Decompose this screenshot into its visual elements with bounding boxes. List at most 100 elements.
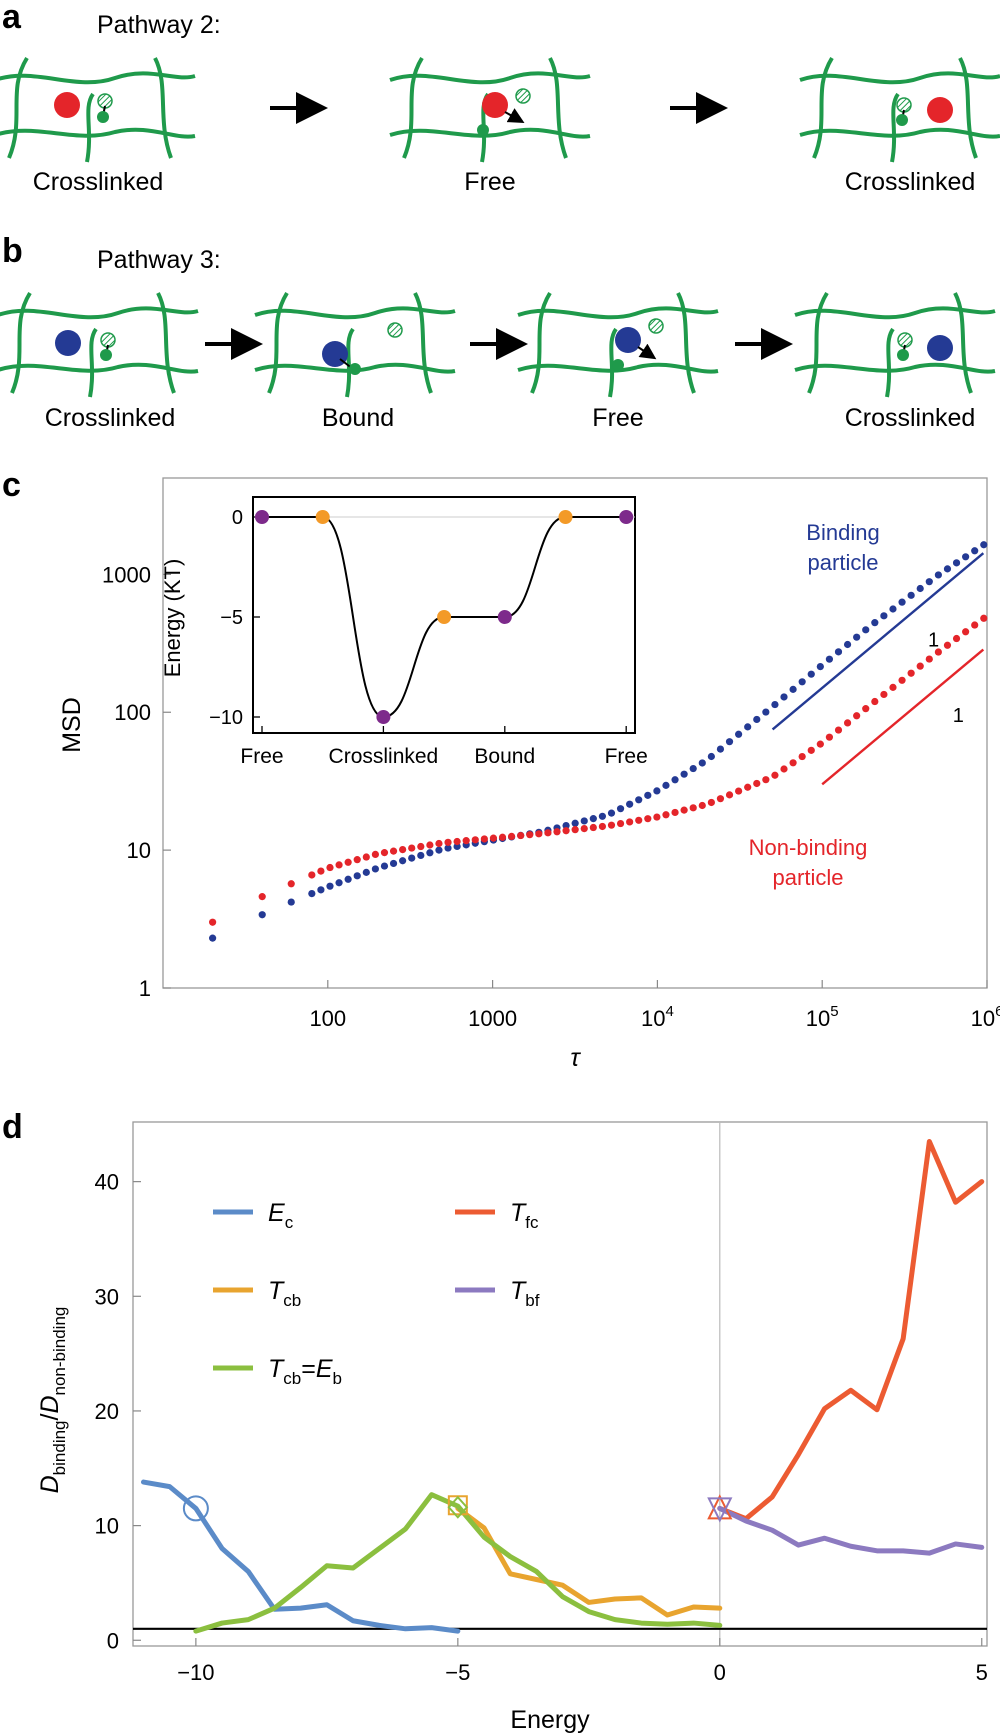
nonbinding-point [889, 683, 897, 691]
y-tick-label: 10 [95, 1514, 119, 1539]
crosslinker-icon [100, 349, 112, 361]
nonbinding-point [353, 856, 361, 864]
hatched-site-icon [97, 93, 113, 109]
nonbinding-point [853, 712, 861, 720]
pathway3-state-1-diagram [0, 291, 200, 399]
nonbinding-point [308, 871, 316, 879]
binding-point [943, 565, 952, 573]
binding-point [399, 857, 407, 865]
nonbinding-point [771, 771, 779, 779]
binding-point [626, 800, 634, 808]
hatched-site-icon [897, 332, 913, 348]
y-tick-label: 1000 [102, 562, 151, 587]
particle-icon [482, 92, 508, 118]
panel-label-a: a [2, 0, 22, 36]
nonbinding-point [507, 832, 516, 841]
pathway3-state-2-diagram [253, 291, 457, 399]
y-tick-label: 1 [139, 976, 151, 1001]
purple-state-point [619, 510, 634, 524]
binding-point [435, 846, 443, 854]
nonbinding-point [653, 813, 661, 821]
purple-state-point [376, 710, 391, 724]
hatched-site-icon [648, 318, 664, 334]
binding-point [916, 584, 924, 593]
nonbinding-point [707, 798, 715, 807]
nonbinding-point [862, 705, 870, 713]
ratio-plot-frame [132, 1121, 988, 1647]
nonbinding-point [780, 765, 788, 773]
purple-state-point [497, 610, 512, 624]
inset-x-tick-label: Crosslinked [329, 745, 439, 768]
pathway2-state-2-label: Free [464, 168, 515, 196]
binding-point [209, 934, 217, 942]
binding-point [971, 547, 979, 555]
triangle-down-marker [707, 1497, 733, 1523]
slope-label: 1 [928, 629, 939, 651]
pathway3-title: Pathway 3: [97, 246, 221, 274]
energy-curve [262, 516, 627, 719]
binding-point [671, 776, 679, 784]
crosslinker-icon [897, 349, 909, 361]
nonbinding-point [408, 844, 416, 852]
nonbinding-point [843, 719, 852, 727]
binding-point [562, 822, 570, 830]
particle-icon [54, 92, 80, 118]
inset-x-tick-label: Free [605, 745, 648, 768]
panel-label-d: d [2, 1108, 23, 1146]
hatched-site-icon [515, 88, 531, 104]
nonbinding-point [380, 849, 389, 857]
nonbinding-point [925, 655, 933, 663]
nonbinding-point [834, 726, 843, 734]
x-tick-label: 106 [971, 1003, 1000, 1031]
binding-point [598, 812, 607, 820]
binding-point [380, 862, 389, 870]
binding-point [889, 605, 897, 613]
nonbinding-point [562, 827, 570, 835]
x-tick-label: 104 [641, 1003, 674, 1031]
diamond-marker [447, 1495, 469, 1519]
particle-icon [927, 97, 953, 123]
nonbinding-point [426, 841, 434, 849]
pathway2-state-1-diagram [0, 56, 197, 164]
nonbinding-point [952, 634, 961, 643]
nonbinding-point [326, 863, 334, 872]
nonbinding-point [907, 669, 915, 677]
nonbinding-point [635, 816, 643, 824]
nonbinding-point [371, 850, 379, 859]
nonbinding-point [535, 830, 543, 838]
binding-point [780, 693, 788, 701]
nonbinding-point [287, 880, 295, 888]
nonbinding-point [798, 752, 806, 761]
nonbinding-point [671, 808, 679, 817]
binding-point [762, 708, 770, 716]
msd-ylabel: MSD [58, 697, 86, 753]
binding-point [453, 842, 461, 851]
crosslinker-icon [612, 359, 624, 371]
nonbinding-point [362, 853, 370, 861]
x-tick-label: 105 [806, 1003, 839, 1031]
nonbinding-point [880, 690, 888, 699]
y-tick-label: 20 [95, 1399, 119, 1424]
nonbinding-point [626, 818, 634, 826]
binding-point [716, 745, 725, 753]
pathway2-state-1-label: Crosslinked [33, 168, 164, 196]
binding-point [798, 678, 806, 686]
nonbinding-point [344, 858, 352, 866]
inset-x-tick-label: Bound [474, 745, 535, 768]
nonbinding-point [616, 819, 625, 828]
nonbinding-point [916, 662, 924, 670]
binding-point [607, 809, 616, 817]
binding-point [571, 819, 579, 827]
legend-label: Tcb=Eb [268, 1355, 342, 1388]
binding-label-line2: particle [808, 550, 879, 575]
nonbinding-point [789, 759, 797, 767]
binding-point [898, 598, 906, 606]
orange-state-point [315, 510, 330, 524]
binding-point [580, 817, 588, 825]
binding-point [980, 541, 988, 549]
msd-slope-lines: 11 [771, 552, 985, 786]
legend-label: Tbf [510, 1277, 540, 1310]
orange-state-point [437, 610, 452, 624]
nonbinding-point [444, 838, 452, 846]
nonbinding-point [589, 823, 597, 832]
